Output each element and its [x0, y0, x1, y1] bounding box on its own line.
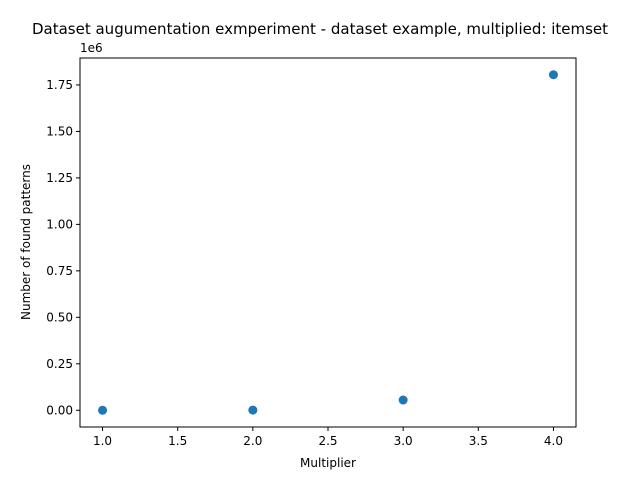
y-tick-label: 1.75	[46, 78, 73, 92]
y-tick-label: 0.25	[46, 357, 73, 371]
plot-area	[79, 57, 577, 428]
y-axis: 0.00 0.25 0.50 0.75 1.00 1.25 1.50 1.75	[46, 78, 80, 417]
y-tick-label: 0.00	[46, 403, 73, 417]
data-points	[98, 70, 558, 415]
y-tick-label: 1.00	[46, 217, 73, 231]
x-tick-label: 1.5	[168, 434, 187, 448]
y-tick-label: 0.75	[46, 264, 73, 278]
x-tick-label: 1.0	[93, 434, 112, 448]
x-axis-label: Multiplier	[300, 456, 356, 470]
chart-title: Dataset augumentation exmperiment - data…	[32, 20, 608, 38]
y-tick-label: 1.25	[46, 171, 73, 185]
data-point	[248, 405, 258, 415]
y-tick-label: 1.50	[46, 124, 73, 138]
x-tick-label: 2.0	[243, 434, 262, 448]
x-tick-label: 3.0	[394, 434, 413, 448]
data-point	[398, 395, 408, 405]
data-point	[98, 405, 108, 415]
y-axis-label: Number of found patterns	[19, 164, 33, 320]
x-tick-label: 2.5	[318, 434, 337, 448]
x-tick-label: 3.5	[469, 434, 488, 448]
y-tick-label: 0.50	[46, 310, 73, 324]
x-axis: 1.0 1.5 2.0 2.5 3.0 3.5 4.0	[93, 427, 563, 448]
x-tick-label: 4.0	[544, 434, 563, 448]
data-point	[548, 70, 558, 80]
y-offset-label: 1e6	[80, 41, 103, 55]
